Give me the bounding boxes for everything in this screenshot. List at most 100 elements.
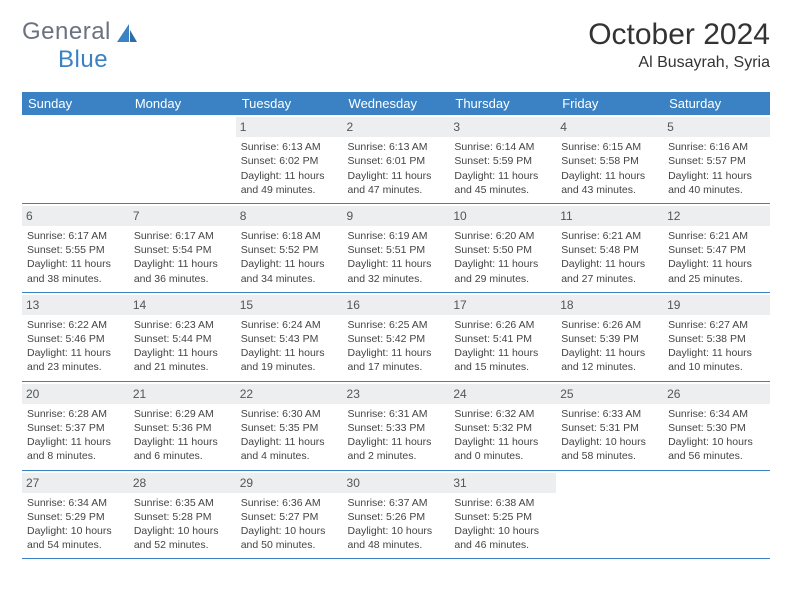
day-number: 1 (236, 117, 343, 137)
day-sun-info: Sunrise: 6:25 AMSunset: 5:42 PMDaylight:… (347, 318, 446, 375)
day-sun-info: Sunrise: 6:23 AMSunset: 5:44 PMDaylight:… (133, 318, 232, 375)
day-number: 3 (449, 117, 556, 137)
calendar-day-cell: 23Sunrise: 6:31 AMSunset: 5:33 PMDayligh… (343, 381, 450, 470)
calendar-day-cell: 4 Sunrise: 6:15 AMSunset: 5:58 PMDaylight… (556, 115, 663, 203)
day-number: 19 (663, 295, 770, 315)
calendar-day-cell: 29 Sunrise: 6:36 AMSunset: 5:27 PMDayligh… (236, 470, 343, 559)
day-number: 31 (449, 473, 556, 493)
day-sun-info: Sunrise: 6:15 AMSunset: 5:58 PMDaylight:… (560, 140, 659, 197)
logo-sail-icon (115, 22, 139, 49)
day-sun-info: Sunrise: 6:19 AMSunset: 5:51 PMDaylight:… (347, 229, 446, 286)
day-number: 17 (449, 295, 556, 315)
day-sun-info: Sunrise: 6:34 AMSunset: 5:30 PMDaylight:… (667, 407, 766, 464)
day-sun-info: Sunrise: 6:16 AMSunset: 5:57 PMDaylight:… (667, 140, 766, 197)
day-sun-info: Sunrise: 6:35 AMSunset: 5:28 PMDaylight:… (133, 496, 232, 553)
calendar-week-row: 13 Sunrise: 6:22 AMSunset: 5:46 PMDayligh… (22, 292, 770, 381)
day-sun-info: Sunrise: 6:13 AMSunset: 6:01 PMDaylight:… (347, 140, 446, 197)
location-label: Al Busayrah, Syria (588, 54, 770, 72)
day-sun-info: Sunrise: 6:37 AMSunset: 5:26 PMDaylight:… (347, 496, 446, 553)
calendar-day-cell: 5 Sunrise: 6:16 AMSunset: 5:57 PMDaylight… (663, 115, 770, 203)
calendar-week-row: 6Sunrise: 6:17 AMSunset: 5:55 PMDaylight… (22, 203, 770, 292)
day-number: 9 (343, 206, 450, 226)
day-number: 24 (449, 384, 556, 404)
calendar-day-cell (556, 470, 663, 559)
calendar-day-cell: 27 Sunrise: 6:34 AMSunset: 5:29 PMDayligh… (22, 470, 129, 559)
day-sun-info: Sunrise: 6:18 AMSunset: 5:52 PMDaylight:… (240, 229, 339, 286)
calendar-day-cell: 9 Sunrise: 6:19 AMSunset: 5:51 PMDaylight… (343, 203, 450, 292)
calendar-day-cell: 10 Sunrise: 6:20 AMSunset: 5:50 PMDayligh… (449, 203, 556, 292)
day-number: 10 (449, 206, 556, 226)
day-number: 23 (343, 384, 450, 404)
calendar-day-cell: 11Sunrise: 6:21 AMSunset: 5:48 PMDayligh… (556, 203, 663, 292)
calendar-week-row: 1 Sunrise: 6:13 AMSunset: 6:02 PMDaylight… (22, 115, 770, 203)
weekday-header: Monday (129, 92, 236, 115)
calendar-week-row: 20 Sunrise: 6:28 AMSunset: 5:37 PMDayligh… (22, 381, 770, 470)
day-number: 4 (556, 117, 663, 137)
day-sun-info: Sunrise: 6:14 AMSunset: 5:59 PMDaylight:… (453, 140, 552, 197)
page-title: October 2024 (588, 18, 770, 52)
weekday-header: Wednesday (343, 92, 450, 115)
calendar-day-cell: 18 Sunrise: 6:26 AMSunset: 5:39 PMDayligh… (556, 292, 663, 381)
calendar-day-cell: 2 Sunrise: 6:13 AMSunset: 6:01 PMDaylight… (343, 115, 450, 203)
day-number: 18 (556, 295, 663, 315)
day-number: 16 (343, 295, 450, 315)
calendar-day-cell: 17 Sunrise: 6:26 AMSunset: 5:41 PMDayligh… (449, 292, 556, 381)
calendar-day-cell: 21 Sunrise: 6:29 AMSunset: 5:36 PMDayligh… (129, 381, 236, 470)
day-number: 29 (236, 473, 343, 493)
header: General Blue October 2024 Al Busayrah, S… (22, 18, 770, 74)
calendar-day-cell: 6Sunrise: 6:17 AMSunset: 5:55 PMDaylight… (22, 203, 129, 292)
logo: General Blue (22, 18, 139, 74)
weekday-header: Thursday (449, 92, 556, 115)
calendar-day-cell: 28 Sunrise: 6:35 AMSunset: 5:28 PMDayligh… (129, 470, 236, 559)
weekday-header: Saturday (663, 92, 770, 115)
day-sun-info: Sunrise: 6:26 AMSunset: 5:41 PMDaylight:… (453, 318, 552, 375)
day-sun-info: Sunrise: 6:34 AMSunset: 5:29 PMDaylight:… (26, 496, 125, 553)
day-number: 26 (663, 384, 770, 404)
weekday-header: Sunday (22, 92, 129, 115)
calendar-day-cell: 1 Sunrise: 6:13 AMSunset: 6:02 PMDaylight… (236, 115, 343, 203)
calendar-day-cell (663, 470, 770, 559)
calendar-day-cell: 15 Sunrise: 6:24 AMSunset: 5:43 PMDayligh… (236, 292, 343, 381)
day-sun-info: Sunrise: 6:20 AMSunset: 5:50 PMDaylight:… (453, 229, 552, 286)
logo-text-blue: Blue (58, 46, 108, 73)
calendar-day-cell: 22Sunrise: 6:30 AMSunset: 5:35 PMDayligh… (236, 381, 343, 470)
day-number: 20 (22, 384, 129, 404)
day-sun-info: Sunrise: 6:30 AMSunset: 5:35 PMDaylight:… (240, 407, 339, 464)
day-sun-info: Sunrise: 6:13 AMSunset: 6:02 PMDaylight:… (240, 140, 339, 197)
day-sun-info: Sunrise: 6:28 AMSunset: 5:37 PMDaylight:… (26, 407, 125, 464)
title-block: October 2024 Al Busayrah, Syria (588, 18, 770, 72)
day-number: 5 (663, 117, 770, 137)
calendar-day-cell: 19 Sunrise: 6:27 AMSunset: 5:38 PMDayligh… (663, 292, 770, 381)
day-sun-info: Sunrise: 6:27 AMSunset: 5:38 PMDaylight:… (667, 318, 766, 375)
day-number: 13 (22, 295, 129, 315)
day-sun-info: Sunrise: 6:38 AMSunset: 5:25 PMDaylight:… (453, 496, 552, 553)
day-number: 15 (236, 295, 343, 315)
weekday-header-row: Sunday Monday Tuesday Wednesday Thursday… (22, 92, 770, 115)
day-number: 21 (129, 384, 236, 404)
calendar-day-cell: 7Sunrise: 6:17 AMSunset: 5:54 PMDaylight… (129, 203, 236, 292)
calendar-day-cell: 20 Sunrise: 6:28 AMSunset: 5:37 PMDayligh… (22, 381, 129, 470)
day-number: 8 (236, 206, 343, 226)
calendar-day-cell: 14Sunrise: 6:23 AMSunset: 5:44 PMDayligh… (129, 292, 236, 381)
day-sun-info: Sunrise: 6:26 AMSunset: 5:39 PMDaylight:… (560, 318, 659, 375)
calendar-day-cell (22, 115, 129, 203)
day-sun-info: Sunrise: 6:33 AMSunset: 5:31 PMDaylight:… (560, 407, 659, 464)
calendar-day-cell: 13 Sunrise: 6:22 AMSunset: 5:46 PMDayligh… (22, 292, 129, 381)
day-sun-info: Sunrise: 6:17 AMSunset: 5:55 PMDaylight:… (26, 229, 125, 286)
calendar-day-cell: 16 Sunrise: 6:25 AMSunset: 5:42 PMDayligh… (343, 292, 450, 381)
day-number: 30 (343, 473, 450, 493)
day-sun-info: Sunrise: 6:24 AMSunset: 5:43 PMDaylight:… (240, 318, 339, 375)
calendar-day-cell: 25Sunrise: 6:33 AMSunset: 5:31 PMDayligh… (556, 381, 663, 470)
day-number: 27 (22, 473, 129, 493)
day-sun-info: Sunrise: 6:17 AMSunset: 5:54 PMDaylight:… (133, 229, 232, 286)
day-sun-info: Sunrise: 6:29 AMSunset: 5:36 PMDaylight:… (133, 407, 232, 464)
day-number: 12 (663, 206, 770, 226)
day-sun-info: Sunrise: 6:22 AMSunset: 5:46 PMDaylight:… (26, 318, 125, 375)
day-number: 2 (343, 117, 450, 137)
logo-text-general: General (22, 18, 111, 45)
weekday-header: Tuesday (236, 92, 343, 115)
day-number: 28 (129, 473, 236, 493)
day-sun-info: Sunrise: 6:36 AMSunset: 5:27 PMDaylight:… (240, 496, 339, 553)
day-sun-info: Sunrise: 6:21 AMSunset: 5:48 PMDaylight:… (560, 229, 659, 286)
calendar-day-cell: 8 Sunrise: 6:18 AMSunset: 5:52 PMDaylight… (236, 203, 343, 292)
